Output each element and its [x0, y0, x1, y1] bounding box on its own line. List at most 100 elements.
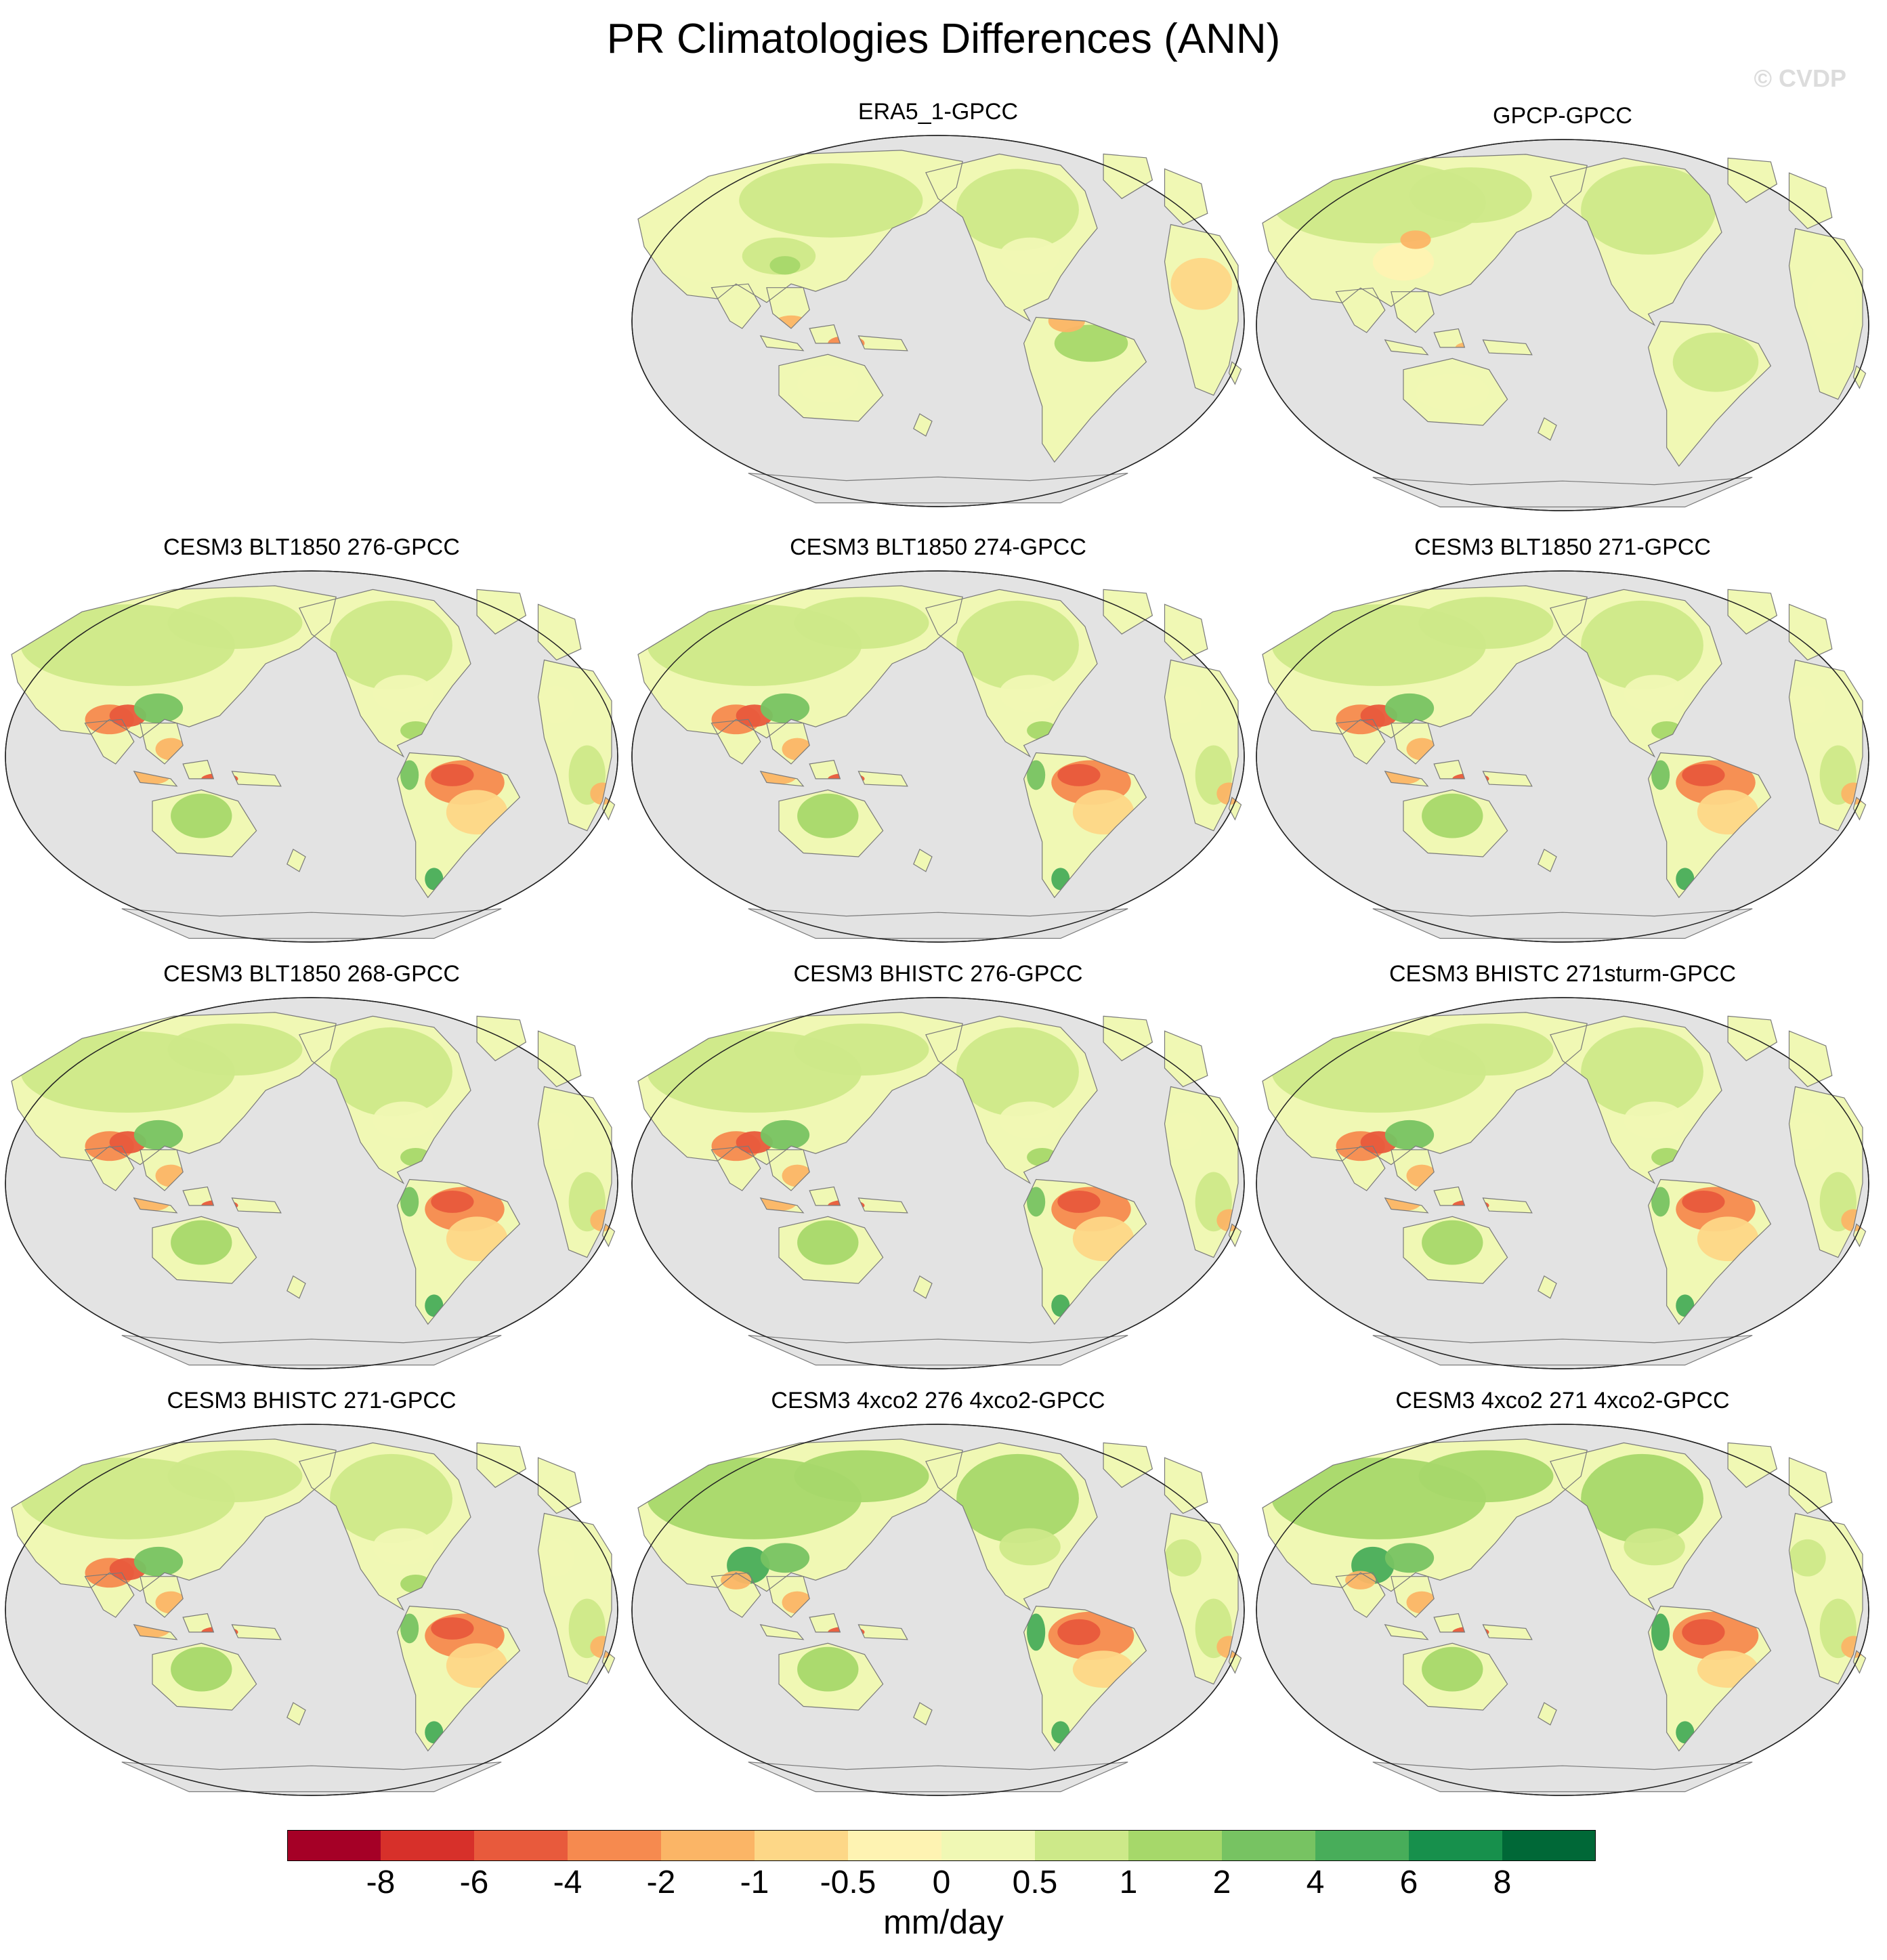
coastline-png	[1482, 1197, 1533, 1214]
coastline-europe	[1788, 603, 1833, 661]
coastline-indo1	[133, 1624, 178, 1640]
colorbar-swatch	[1128, 1830, 1223, 1861]
coastline-antarctica	[121, 1762, 502, 1793]
coastline-madagascar	[601, 796, 616, 821]
panel-title: CESM3 BHISTC 271sturm-GPCC	[1389, 961, 1736, 987]
coastline-madagascar	[1228, 1223, 1242, 1248]
coastline-namerica	[925, 1442, 1098, 1611]
coastline-indo1	[759, 335, 805, 351]
coastline-indo2	[809, 324, 841, 344]
coastline-africa	[1788, 1086, 1863, 1258]
coastline-namerica	[299, 1015, 471, 1185]
coastline-madagascar	[1852, 796, 1867, 821]
colorbar-tick: 8	[1493, 1865, 1512, 1900]
coastline-europe	[1788, 172, 1833, 230]
coastline-antarctica	[748, 473, 1128, 504]
colorbar-swatch	[1222, 1830, 1316, 1861]
coastline-nz	[913, 849, 933, 872]
coastline-seasia	[140, 1576, 184, 1618]
panel-title: CESM3 BLT1850 276-GPCC	[163, 534, 460, 560]
panel-title: CESM3 BLT1850 271-GPCC	[1414, 534, 1711, 560]
coastline-asia	[637, 150, 963, 303]
coastline-samerica	[1023, 316, 1147, 463]
coastline-greenland	[1103, 1015, 1153, 1061]
colorbar-tick: 1	[1119, 1865, 1138, 1900]
coastline-india	[711, 1572, 761, 1618]
coastline-antarctica	[121, 1335, 502, 1366]
coastline-nz	[913, 413, 933, 437]
coastline-india	[711, 283, 761, 329]
coastline-antarctica	[748, 908, 1128, 939]
coastline-madagascar	[601, 1650, 616, 1674]
coastline-greenland	[476, 589, 527, 635]
colorbar-tick: -1	[740, 1865, 769, 1900]
coastline-greenland	[476, 1442, 527, 1488]
coastline-indo1	[1384, 1197, 1429, 1214]
coastline-nz	[287, 849, 306, 872]
map-panel: CESM3 BLT1850 274-GPCC	[627, 533, 1250, 946]
colorbar-swatch	[381, 1830, 475, 1861]
coastline-indo2	[809, 1613, 841, 1633]
coastline-seasia	[1391, 1149, 1435, 1191]
coastline-greenland	[1103, 1442, 1153, 1488]
coastline-samerica	[1647, 1605, 1772, 1752]
coastline-indo1	[1384, 339, 1429, 356]
coastline-antarctica	[1372, 908, 1753, 939]
coastline-indo2	[1433, 1186, 1466, 1206]
coastline-samerica	[396, 1605, 521, 1752]
coastlines	[1262, 1439, 1867, 1793]
coastlines	[11, 1012, 616, 1366]
panel-title: CESM3 4xco2 271 4xco2-GPCC	[1395, 1388, 1730, 1413]
coastline-indo1	[133, 1197, 178, 1214]
coastline-india	[1335, 287, 1386, 333]
coastline-madagascar	[1228, 1650, 1242, 1674]
coastline-nz	[1538, 1702, 1557, 1726]
coastline-png	[857, 1624, 908, 1640]
coastline-asia	[1262, 1439, 1588, 1592]
coastline-madagascar	[1228, 361, 1242, 385]
coastline-indo1	[133, 771, 178, 787]
coastlines	[637, 585, 1242, 939]
coastline-madagascar	[601, 1223, 616, 1248]
coastline-australia	[1403, 1216, 1508, 1284]
robinson-map	[1256, 997, 1869, 1369]
coastline-greenland	[1103, 153, 1153, 199]
coastline-australia	[152, 1216, 257, 1284]
coastline-nz	[913, 1275, 933, 1299]
coastline-asia	[11, 1012, 337, 1166]
colorbar-swatch	[1409, 1830, 1503, 1861]
coastline-namerica	[925, 153, 1098, 322]
coastline-australia	[152, 789, 257, 857]
coastline-seasia	[1391, 723, 1435, 765]
coastline-png	[1482, 771, 1533, 787]
coastline-asia	[11, 1439, 337, 1592]
coastline-seasia	[766, 1149, 810, 1191]
coastline-europe	[537, 603, 582, 661]
robinson-map	[631, 1424, 1245, 1796]
coastline-indo2	[809, 759, 841, 780]
coastline-asia	[1262, 1012, 1588, 1166]
coastline-seasia	[140, 1149, 184, 1191]
coastline-indo2	[1433, 328, 1466, 348]
coastline-png	[857, 1197, 908, 1214]
map-panel: ERA5_1-GPCC	[627, 98, 1250, 511]
coastline-india	[84, 1572, 135, 1618]
coastline-asia	[637, 1439, 963, 1592]
coastline-seasia	[140, 723, 184, 765]
coastlines	[1262, 585, 1867, 939]
coastline-india	[1335, 1572, 1386, 1618]
coastline-madagascar	[1852, 1223, 1867, 1248]
coastline-seasia	[1391, 291, 1435, 333]
coastline-png	[857, 335, 908, 351]
robinson-map	[5, 1424, 618, 1796]
colorbar-swatch	[1035, 1830, 1129, 1861]
colorbar-unit-label: mm/day	[883, 1903, 1004, 1941]
coastline-samerica	[1647, 752, 1772, 899]
coastline-namerica	[1550, 1442, 1722, 1611]
colorbar-swatch	[848, 1830, 942, 1861]
coastline-africa	[537, 1086, 612, 1258]
coastline-indo1	[759, 1197, 805, 1214]
coastline-europe	[1164, 1030, 1208, 1088]
coastline-indo2	[1433, 1613, 1466, 1633]
coastline-nz	[287, 1702, 306, 1726]
